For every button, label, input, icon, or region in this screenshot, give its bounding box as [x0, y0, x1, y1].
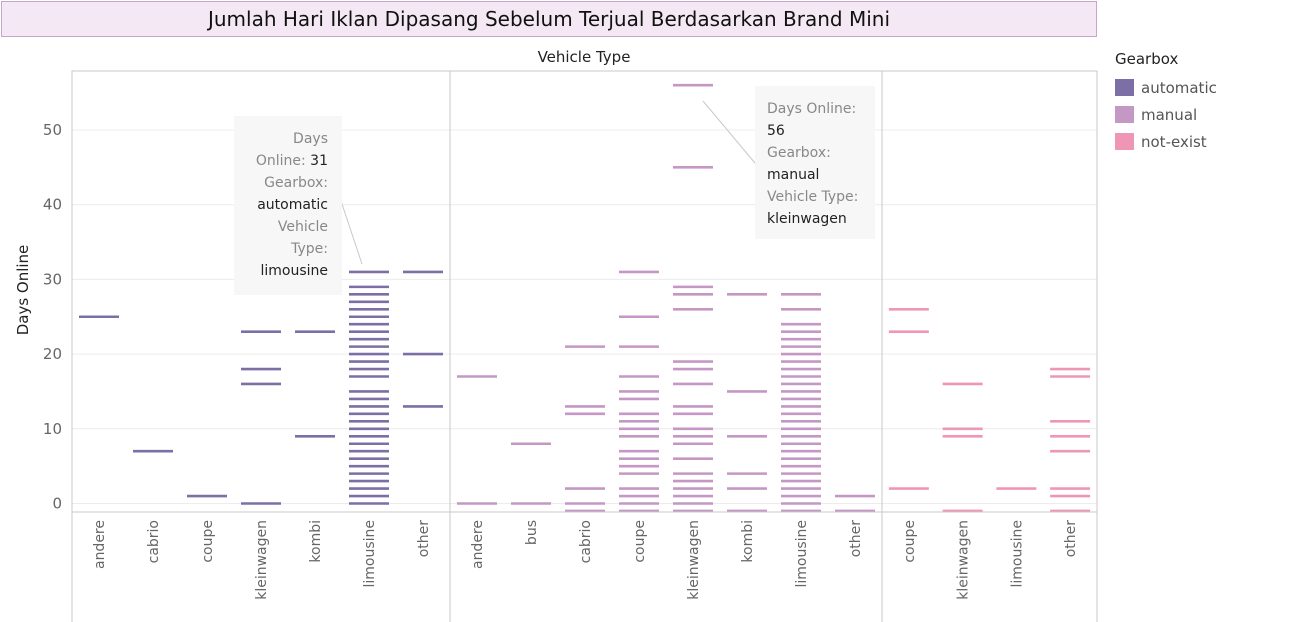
- tooltip-kleinwagen-manual: Days Online: 56 Gearbox: manual Vehicle …: [755, 86, 875, 239]
- data-marks: [79, 83, 1091, 513]
- panel-frames: [71, 70, 1098, 622]
- tooltip-2-label-gearbox: Gearbox:: [767, 145, 831, 161]
- x-tick-label-coupe: coupe: [632, 520, 648, 563]
- tooltip-1-value-gearbox: automatic: [257, 197, 328, 213]
- legend-swatch-manual: [1115, 106, 1134, 123]
- legend-item-manual[interactable]: manual: [1115, 101, 1217, 128]
- tooltip-2-label-days: Days Online:: [767, 101, 857, 117]
- gridlines: [72, 129, 1097, 504]
- legend-label-not-exist: not-exist: [1141, 132, 1207, 151]
- x-tick-label-limousine: limousine: [794, 520, 810, 588]
- x-tick-label-other: other: [416, 520, 432, 558]
- x-tick-label-andere: andere: [470, 520, 486, 569]
- chart-title-box: Jumlah Hari Iklan Dipasang Sebelum Terju…: [1, 1, 1097, 37]
- tooltip-2-value-gearbox: manual: [767, 167, 820, 183]
- legend-item-not-exist[interactable]: not-exist: [1115, 128, 1217, 155]
- tooltip-1-label-days: Days: [293, 131, 328, 147]
- column-header: Vehicle Type: [538, 48, 631, 66]
- tooltip-1-label-type: Type:: [291, 241, 328, 257]
- y-tick-label: 10: [43, 420, 62, 438]
- x-tick-label-kleinwagen: kleinwagen: [686, 520, 702, 600]
- y-tick-label: 0: [52, 495, 62, 513]
- tooltip-1-value-days: 31: [310, 153, 328, 169]
- x-tick-label-coupe: coupe: [200, 520, 216, 563]
- legend-swatch-not-exist: [1115, 133, 1134, 150]
- legend-swatch-automatic: [1115, 79, 1134, 96]
- y-tick-label: 50: [43, 121, 62, 139]
- x-tick-label-kleinwagen: kleinwagen: [956, 520, 972, 600]
- legend-label-manual: manual: [1141, 105, 1198, 124]
- x-tick-label-cabrio: cabrio: [578, 520, 594, 563]
- y-tick-label: 20: [43, 345, 62, 363]
- tooltip-limousine-automatic: Days Online: 31 Gearbox: automatic Vehic…: [234, 116, 342, 295]
- y-axis-title: Days Online: [14, 245, 32, 336]
- legend-item-automatic[interactable]: automatic: [1115, 74, 1217, 101]
- x-tick-label-limousine: limousine: [1009, 520, 1025, 588]
- y-tick-label: 40: [43, 196, 62, 214]
- chart-title: Jumlah Hari Iklan Dipasang Sebelum Terju…: [207, 7, 891, 31]
- x-tick-label-other: other: [1063, 520, 1079, 558]
- tooltip-pointer-1: [339, 197, 363, 265]
- x-tick-label-coupe: coupe: [902, 520, 918, 563]
- tooltip-1-label-online: Online:: [255, 153, 306, 169]
- legend-title: Gearbox: [1115, 50, 1179, 68]
- x-tick-label-cabrio: cabrio: [146, 520, 162, 563]
- x-tick-label-bus: bus: [524, 520, 540, 545]
- x-axis-ticks: andere cabrio coupe kleinwagen kombi limousin…: [92, 520, 1079, 600]
- tooltip-1-label-gearbox: Gearbox:: [264, 175, 328, 191]
- x-tick-label-other: other: [848, 520, 864, 558]
- y-tick-label: 30: [43, 270, 62, 288]
- x-tick-label-kombi: kombi: [740, 520, 756, 563]
- x-tick-label-kleinwagen: kleinwagen: [254, 520, 270, 600]
- legend: Gearbox automatic manual not-exist: [1115, 50, 1217, 155]
- tooltip-2-label-type: Vehicle Type:: [767, 189, 859, 205]
- panel-frame-not-exist: [881, 70, 1098, 513]
- x-tick-label-andere: andere: [92, 520, 108, 569]
- tooltip-1-label-vehicle: Vehicle: [277, 219, 328, 235]
- y-axis-ticks: 0 10 20 30 40 50: [43, 121, 62, 513]
- legend-label-automatic: automatic: [1141, 78, 1217, 97]
- tooltip-2-value-days: 56: [767, 123, 785, 139]
- tooltip-2-value-type: kleinwagen: [767, 211, 847, 227]
- x-tick-label-kombi: kombi: [308, 520, 324, 563]
- tooltip-1-value-type: limousine: [260, 263, 328, 279]
- tooltip-pointer-2: [702, 100, 756, 164]
- x-tick-label-limousine: limousine: [362, 520, 378, 588]
